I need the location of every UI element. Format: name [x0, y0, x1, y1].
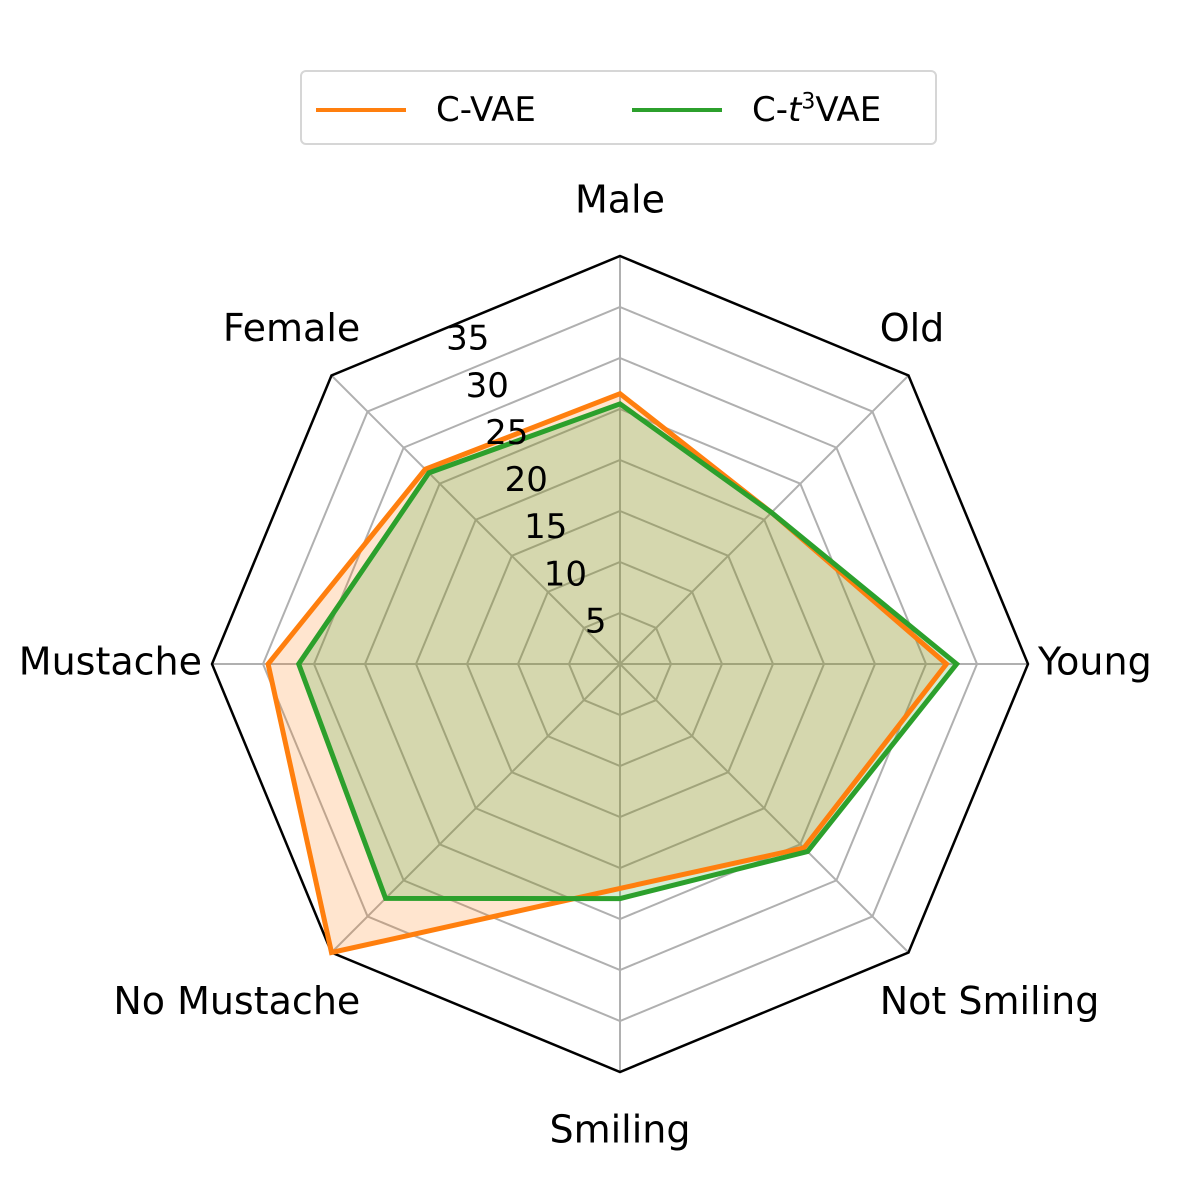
spoke-female — [330, 374, 621, 665]
spoke-not-smiling — [619, 663, 910, 954]
legend-label-c-t3vae-suffix: VAE — [815, 89, 882, 130]
category-label-smiling: Smiling — [549, 1108, 690, 1152]
series-fill-0 — [268, 393, 947, 953]
radial-tick-labels: 5 10 15 20 25 30 35 — [446, 319, 606, 642]
legend-label-c-t3vae-italic: t — [788, 89, 802, 130]
spoke-no-mustache — [330, 663, 621, 954]
radial-tick-label-20: 20 — [505, 460, 548, 500]
legend-label-c-t3vae: C-t3VAE — [752, 90, 881, 130]
category-label-no-mustache: No Mustache — [113, 979, 360, 1023]
radial-tick-label-5: 5 — [585, 601, 607, 641]
legend-label-c-vae: C-VAE — [436, 89, 536, 130]
category-label-old: Old — [880, 306, 945, 350]
radial-tick-label-30: 30 — [466, 366, 509, 406]
legend-swatch-c-vae — [316, 107, 406, 112]
series-line-1 — [295, 401, 961, 902]
radial-tick-label-10: 10 — [544, 554, 587, 594]
legend-item-c-t3vae: C-t3VAE — [632, 72, 881, 147]
category-label-female: Female — [223, 306, 360, 350]
category-label-mustache: Mustache — [19, 640, 202, 684]
legend-label-c-t3vae-prefix: C- — [752, 89, 789, 130]
radar-grid — [210, 254, 1030, 1074]
spoke-old — [619, 374, 910, 665]
category-label-male: Male — [575, 178, 665, 222]
radial-tick-label-15: 15 — [524, 507, 567, 547]
category-label-not-smiling: Not Smiling — [880, 979, 1100, 1023]
outer-frame — [210, 254, 1030, 1074]
radial-tick-label-35: 35 — [446, 319, 489, 359]
category-labels: Male Old Young Not Smiling Smiling No Mustach… — [19, 178, 1152, 1152]
legend-item-c-vae: C-VAE — [316, 72, 536, 147]
series-fill-1 — [298, 403, 957, 899]
radial-tick-label-25: 25 — [485, 413, 528, 453]
legend: C-VAE C-t3VAE — [300, 70, 937, 145]
legend-label-c-t3vae-sup: 3 — [801, 89, 816, 115]
category-label-young: Young — [1037, 640, 1152, 684]
radar-series — [265, 390, 961, 956]
legend-swatch-c-t3vae — [632, 107, 722, 112]
